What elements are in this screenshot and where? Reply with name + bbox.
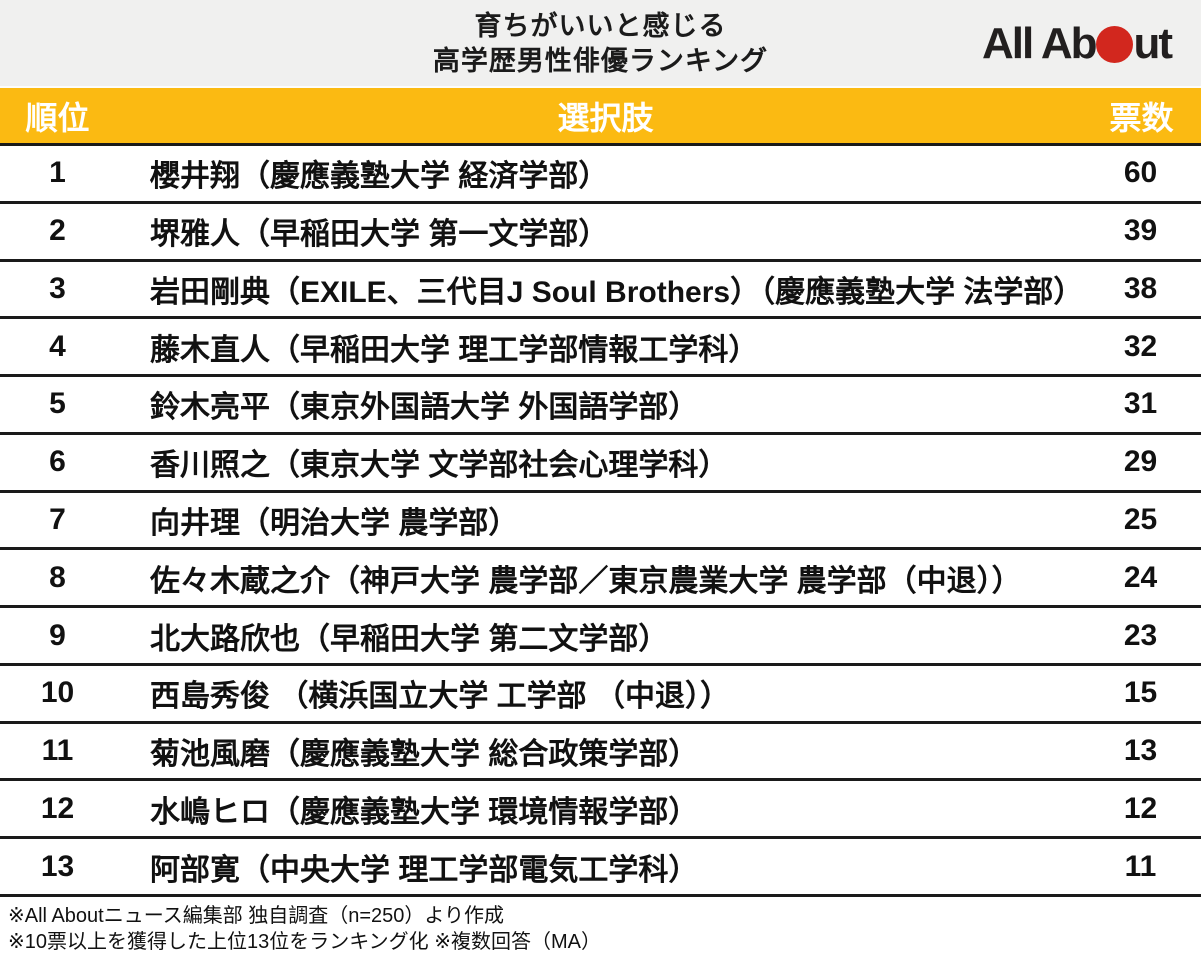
table-header-row: 順位 選択肢 票数 — [0, 88, 1201, 146]
rank-cell: 6 — [49, 445, 66, 479]
votes-cell: 24 — [1123, 560, 1158, 594]
actor-name-cell: 菊池風磨（慶應義塾大学 総合政策学部） — [150, 738, 699, 772]
table-row: 6 香川照之（東京大学 文学部社会心理学科） 29 — [0, 434, 1201, 493]
rank-cell: 3 — [49, 271, 66, 305]
table-row: 9 北大路欣也（早稲田大学 第二文学部） 23 — [0, 608, 1201, 666]
ranking-table: 1 櫻井翔（慶應義塾大学 経済学部） 60 2 堺雅人（早稲田大学 第一文学部）… — [0, 146, 1201, 897]
votes-cell: 15 — [1123, 676, 1158, 710]
table-row: 5 鈴木亮平（東京外国語大学 外国語学部） 31 — [0, 377, 1201, 435]
rank-cell: 11 — [41, 734, 74, 768]
votes-cell: 31 — [1123, 387, 1158, 421]
votes-cell: 32 — [1123, 329, 1158, 363]
votes-cell: 60 — [1123, 156, 1158, 190]
votes-cell: 11 — [1124, 849, 1157, 883]
column-header-rank: 順位 — [25, 99, 90, 136]
page-title-line1: 育ちがいいと感じる — [474, 11, 727, 41]
footer-notes: ※All Aboutニュース編集部 独自調査（n=250）より作成 ※10票以上… — [0, 897, 1201, 955]
rank-cell: 10 — [40, 676, 75, 710]
footer-note-2: ※10票以上を獲得した上位13位をランキング化 ※複数回答（MA） — [8, 930, 601, 953]
votes-cell: 25 — [1123, 502, 1158, 536]
table-row: 13 阿部寛（中央大学 理工学部電気工学科） 11 — [0, 839, 1201, 897]
rank-cell: 8 — [49, 560, 66, 594]
votes-cell: 12 — [1123, 791, 1158, 825]
actor-name-cell: 藤木直人（早稲田大学 理工学部情報工学科） — [150, 333, 759, 367]
logo-text-left: All Ab — [982, 19, 1097, 68]
rank-cell: 5 — [49, 387, 66, 421]
votes-cell: 23 — [1123, 618, 1158, 652]
rank-cell: 2 — [49, 214, 66, 248]
table-row: 8 佐々木蔵之介（神戸大学 農学部／東京農業大学 農学部（中退）） 24 — [0, 550, 1201, 609]
rank-cell: 1 — [49, 156, 66, 190]
rank-cell: 7 — [49, 502, 66, 536]
rank-cell: 12 — [40, 791, 75, 825]
votes-cell: 39 — [1123, 214, 1158, 248]
table-row: 2 堺雅人（早稲田大学 第一文学部） 39 — [0, 203, 1201, 262]
column-header-choice: 選択肢 — [557, 99, 654, 136]
table-row: 12 水嶋ヒロ（慶應義塾大学 環境情報学部） 12 — [0, 781, 1201, 840]
actor-name-cell: 北大路欣也（早稲田大学 第二文学部） — [150, 622, 669, 656]
actor-name-cell: 阿部寛（中央大学 理工学部電気工学科） — [150, 853, 699, 887]
page-title: 育ちがいいと感じる 高学歴男性俳優ランキング — [0, 9, 1201, 79]
table-row: 11 菊池風磨（慶應義塾大学 総合政策学部） 13 — [0, 723, 1201, 782]
all-about-logo: All Ab ut — [982, 19, 1173, 68]
actor-name-cell: 西島秀俊 （横浜国立大学 工学部 （中退）） — [150, 680, 731, 714]
actor-name-cell: 水嶋ヒロ（慶應義塾大学 環境情報学部） — [150, 795, 699, 829]
page-title-line2: 高学歴男性俳優ランキング — [432, 46, 769, 76]
actor-name-cell: 堺雅人（早稲田大学 第一文学部） — [150, 218, 609, 252]
table-row: 7 向井理（明治大学 農学部） 25 — [0, 492, 1201, 551]
table-row: 3 岩田剛典（EXILE、三代目J Soul Brothers）（慶應義塾大学 … — [0, 261, 1201, 320]
actor-name-cell: 櫻井翔（慶應義塾大学 経済学部） — [150, 160, 609, 194]
actor-name-cell: 佐々木蔵之介（神戸大学 農学部／東京農業大学 農学部（中退）） — [150, 564, 1022, 598]
table-row: 1 櫻井翔（慶應義塾大学 経済学部） 60 — [0, 146, 1201, 204]
votes-cell: 29 — [1123, 445, 1158, 479]
rank-cell: 4 — [49, 329, 66, 363]
actor-name-cell: 鈴木亮平（東京外国語大学 外国語学部） — [150, 391, 699, 425]
footer-note-1: ※All Aboutニュース編集部 独自調査（n=250）より作成 — [8, 904, 505, 927]
table-row: 10 西島秀俊 （横浜国立大学 工学部 （中退）） 15 — [0, 665, 1201, 724]
actor-name-cell: 香川照之（東京大学 文学部社会心理学科） — [150, 449, 729, 483]
column-header-votes: 票数 — [1109, 99, 1174, 136]
votes-cell: 13 — [1123, 734, 1158, 768]
rank-cell: 13 — [40, 849, 75, 883]
actor-name-cell: 向井理（明治大学 農学部） — [150, 506, 519, 540]
logo-text-right: ut — [1133, 19, 1173, 68]
rank-cell: 9 — [49, 618, 66, 652]
logo-red-circle-icon — [1096, 26, 1134, 63]
votes-cell: 38 — [1123, 271, 1158, 305]
actor-name-cell: 岩田剛典（EXILE、三代目J Soul Brothers）（慶應義塾大学 法学… — [150, 275, 1084, 309]
title-band: 育ちがいいと感じる 高学歴男性俳優ランキング All Ab ut — [0, 0, 1201, 88]
table-row: 4 藤木直人（早稲田大学 理工学部情報工学科） 32 — [0, 319, 1201, 378]
